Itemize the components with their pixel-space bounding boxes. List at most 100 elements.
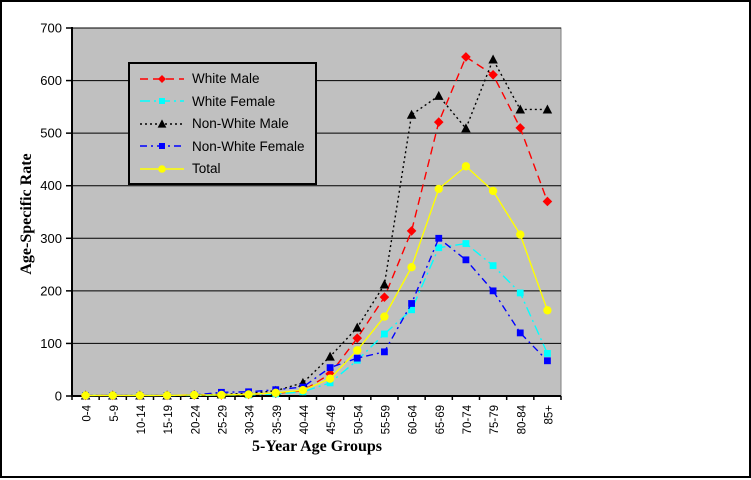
series-marker-circle xyxy=(81,391,90,400)
x-tick-label: 25-29 xyxy=(217,405,229,434)
series-marker-square xyxy=(544,350,551,357)
series-marker-square xyxy=(462,256,470,264)
series-marker-diamond xyxy=(158,74,166,83)
series-marker-square xyxy=(326,364,334,372)
series-marker-circle xyxy=(298,386,308,395)
x-tick-label: 55-59 xyxy=(380,405,392,434)
y-tick-label: 700 xyxy=(40,21,62,36)
series-marker-diamond xyxy=(461,52,471,62)
series-marker-triangle xyxy=(379,279,390,289)
series-marker-diamond xyxy=(379,292,390,302)
series-marker-square xyxy=(159,98,165,104)
series-marker-square xyxy=(381,330,388,338)
x-tick-label: 75-79 xyxy=(489,405,501,434)
series-line-total xyxy=(85,165,549,397)
series-marker-circle xyxy=(325,374,335,383)
y-tick-label: 600 xyxy=(40,73,62,88)
series-marker-circle xyxy=(434,184,443,194)
series-marker-square xyxy=(408,300,415,307)
x-tick-label: 45-49 xyxy=(326,405,338,434)
series-marker-circle xyxy=(162,391,172,400)
legend-label: White Female xyxy=(192,93,276,109)
series-marker-circle xyxy=(543,306,552,315)
series-marker-diamond xyxy=(515,123,526,133)
series-marker-square xyxy=(381,348,388,356)
x-tick-label: 10-14 xyxy=(136,404,148,434)
y-tick-label: 0 xyxy=(55,389,62,404)
legend-item-total: Total xyxy=(139,158,311,180)
x-tick-label: 5-9 xyxy=(109,405,121,422)
series-marker-circle xyxy=(516,230,525,239)
series-marker-circle xyxy=(461,162,471,171)
legend-swatch-white-female xyxy=(140,98,184,104)
series-marker-triangle xyxy=(542,104,553,114)
legend-item-non-white-male: Non-White Male xyxy=(139,113,311,135)
x-tick-label: 85+ xyxy=(543,405,555,425)
legend-item-white-male: White Male xyxy=(139,68,311,90)
legend-swatch-non-white-female xyxy=(140,143,184,149)
y-tick-label: 400 xyxy=(40,178,62,193)
series-marker-square xyxy=(516,289,524,297)
x-tick-label: 65-69 xyxy=(435,405,447,434)
series-marker-square xyxy=(489,262,497,270)
legend-swatch-white-male xyxy=(140,74,184,83)
series-marker-circle xyxy=(108,391,117,400)
x-tick-label: 30-34 xyxy=(245,404,257,434)
series-marker-triangle xyxy=(325,351,335,361)
series-marker-square xyxy=(326,379,334,387)
series-marker-circle xyxy=(488,186,498,196)
legend: White Male White Female Non-White Male N… xyxy=(128,62,317,185)
x-tick-label: 20-24 xyxy=(190,404,202,434)
series-marker-circle xyxy=(244,390,253,399)
series-marker-square xyxy=(489,287,497,295)
x-axis-title: 5-Year Age Groups xyxy=(251,438,383,455)
y-tick-label: 200 xyxy=(40,283,62,298)
series-marker-diamond xyxy=(352,333,363,343)
series-line-white-male xyxy=(85,55,549,397)
x-tick-label: 0-4 xyxy=(82,404,94,421)
y-tick-label: 300 xyxy=(40,231,62,246)
series-marker-diamond xyxy=(488,69,498,80)
x-tick-label: 50-54 xyxy=(353,404,365,434)
series-marker-square xyxy=(435,234,443,242)
y-tick-label: 500 xyxy=(40,126,62,141)
series-marker-square xyxy=(516,329,524,337)
y-tick-label: 100 xyxy=(40,336,62,351)
series-marker-square xyxy=(159,143,165,149)
legend-label: Total xyxy=(192,161,221,176)
series-marker-square xyxy=(462,240,470,247)
legend-label: Non-White Male xyxy=(192,116,289,131)
series-marker-square xyxy=(408,306,415,314)
series-marker-diamond xyxy=(542,196,553,207)
legend-swatch-total xyxy=(140,164,184,173)
series-marker-triangle xyxy=(461,123,471,133)
series-marker-diamond xyxy=(406,226,417,236)
legend-label: White Male xyxy=(192,71,260,86)
series-marker-circle xyxy=(353,346,362,355)
series-marker-diamond xyxy=(433,117,444,127)
legend-item-non-white-female: Non-White Female xyxy=(139,135,311,157)
x-tick-label: 40-44 xyxy=(299,404,311,434)
series-marker-square xyxy=(435,244,443,252)
series-marker-circle xyxy=(407,263,416,272)
series-marker-square xyxy=(353,354,361,362)
series-marker-circle xyxy=(135,391,145,400)
series-marker-triangle xyxy=(434,90,444,100)
legend-swatch-non-white-male xyxy=(140,118,184,128)
series-marker-triangle xyxy=(515,104,525,114)
series-marker-circle xyxy=(158,164,166,173)
series-marker-triangle xyxy=(488,54,498,64)
series-marker-circle xyxy=(271,388,280,398)
legend-item-white-female: White Female xyxy=(139,90,311,112)
legend-label: Non-White Female xyxy=(192,138,305,154)
x-tick-label: 15-19 xyxy=(163,405,175,434)
series-marker-square xyxy=(544,357,551,365)
x-tick-label: 80-84 xyxy=(516,404,528,434)
series-marker-circle xyxy=(190,390,199,400)
series-marker-triangle xyxy=(352,322,362,332)
x-tick-label: 60-64 xyxy=(408,404,420,434)
y-axis-title: Age-Specific Rate xyxy=(18,153,35,275)
x-tick-label: 35-39 xyxy=(272,405,284,434)
